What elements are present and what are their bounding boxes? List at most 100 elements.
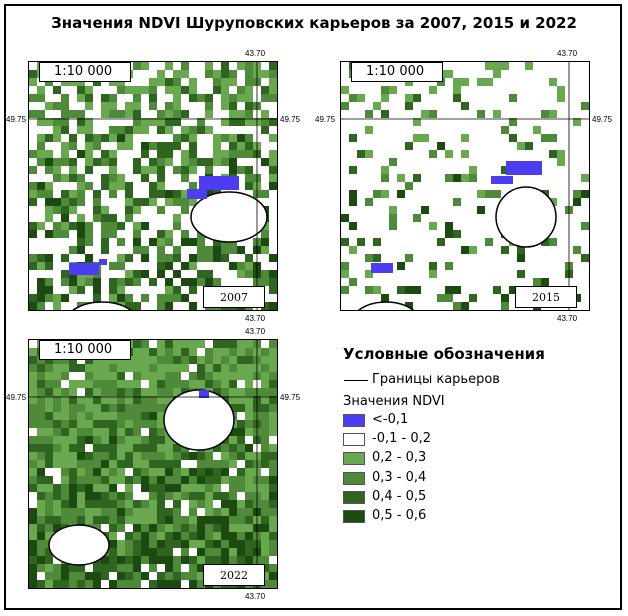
ndvi-cell [109, 428, 117, 436]
ndvi-cell [125, 556, 133, 564]
ndvi-cell [85, 476, 93, 484]
ndvi-cell [413, 134, 421, 142]
ndvi-cell [213, 452, 221, 460]
ndvi-cell [493, 270, 501, 278]
ndvi-cell [557, 182, 565, 190]
ndvi-cell [45, 118, 53, 126]
ndvi-cell [237, 364, 245, 372]
ndvi-cell [189, 142, 197, 150]
ndvi-cell [133, 254, 141, 262]
ndvi-cell [453, 286, 461, 294]
ndvi-cell [405, 294, 413, 302]
ndvi-cell [557, 246, 565, 254]
ndvi-cell [165, 436, 173, 444]
ndvi-cell [93, 404, 101, 412]
ndvi-cell [29, 110, 37, 118]
ndvi-cell [213, 476, 221, 484]
ndvi-cell [117, 532, 125, 540]
ndvi-cell [525, 262, 533, 270]
ndvi-cell [109, 230, 117, 238]
ndvi-cell [93, 364, 101, 372]
ndvi-cell [389, 110, 397, 118]
ndvi-cell [141, 278, 149, 286]
ndvi-cell [229, 134, 237, 142]
ndvi-cell [29, 420, 37, 428]
ndvi-cell [533, 118, 541, 126]
ndvi-cell [157, 70, 165, 78]
ndvi-cell [421, 94, 429, 102]
ndvi-cell [37, 294, 45, 302]
ndvi-cell [509, 278, 517, 286]
ndvi-cell [133, 166, 141, 174]
ndvi-cell [501, 302, 509, 310]
ndvi-cell [109, 412, 117, 420]
ndvi-cell [93, 166, 101, 174]
ndvi-cell [269, 94, 277, 102]
ndvi-cell [197, 484, 205, 492]
ndvi-cell [37, 540, 45, 548]
ndvi-cell [37, 142, 45, 150]
ndvi-cell [365, 238, 373, 246]
ndvi-cell [109, 404, 117, 412]
ndvi-cell [349, 246, 357, 254]
ndvi-cell [133, 412, 141, 420]
ndvi-cell [437, 230, 445, 238]
ndvi-cell [397, 150, 405, 158]
ndvi-cell [445, 70, 453, 78]
ndvi-cell [453, 150, 461, 158]
ndvi-cell [221, 348, 229, 356]
ndvi-cell [141, 452, 149, 460]
ndvi-cell [493, 182, 501, 190]
ndvi-cell [501, 70, 509, 78]
ndvi-cell [213, 348, 221, 356]
ndvi-cell [173, 476, 181, 484]
ndvi-cell [77, 198, 85, 206]
ndvi-cell [573, 214, 581, 222]
ndvi-cell [461, 102, 469, 110]
ndvi-cell [133, 492, 141, 500]
ndvi-cell [485, 70, 493, 78]
ndvi-cell [269, 230, 277, 238]
ndvi-cell [197, 548, 205, 556]
ndvi-cell [37, 572, 45, 580]
ndvi-cell [397, 158, 405, 166]
ndvi-cell [341, 150, 349, 158]
ndvi-cell [109, 364, 117, 372]
ndvi-cell [173, 388, 181, 396]
ndvi-cell [133, 246, 141, 254]
ndvi-cell [389, 142, 397, 150]
ndvi-cell [525, 70, 533, 78]
ndvi-cell [69, 246, 77, 254]
ndvi-cell [341, 278, 349, 286]
ndvi-cell [29, 460, 37, 468]
ndvi-cell [61, 246, 69, 254]
ndvi-cell [469, 134, 477, 142]
ndvi-cell [221, 468, 229, 476]
ndvi-cell [365, 158, 373, 166]
ndvi-cell [45, 214, 53, 222]
ndvi-cell [117, 278, 125, 286]
ndvi-cell [173, 150, 181, 158]
ndvi-cell [53, 262, 61, 270]
ndvi-cell [197, 508, 205, 516]
ndvi-cell [261, 452, 269, 460]
ndvi-cell [581, 294, 589, 302]
ndvi-cell [365, 150, 373, 158]
ndvi-cell [541, 70, 549, 78]
ndvi-cell [53, 516, 61, 524]
ndvi-cell [269, 214, 277, 222]
ndvi-cell [221, 86, 229, 94]
ndvi-low-patch [506, 161, 542, 175]
ndvi-cell [501, 94, 509, 102]
legend-swatch [343, 510, 365, 523]
ndvi-cell [45, 158, 53, 166]
ndvi-cell [453, 118, 461, 126]
ndvi-cell [93, 142, 101, 150]
ndvi-cell [109, 94, 117, 102]
ndvi-cell [181, 166, 189, 174]
ndvi-cell [501, 278, 509, 286]
ndvi-cell [109, 278, 117, 286]
ndvi-cell [37, 508, 45, 516]
ndvi-cell [189, 270, 197, 278]
ndvi-cell [141, 572, 149, 580]
